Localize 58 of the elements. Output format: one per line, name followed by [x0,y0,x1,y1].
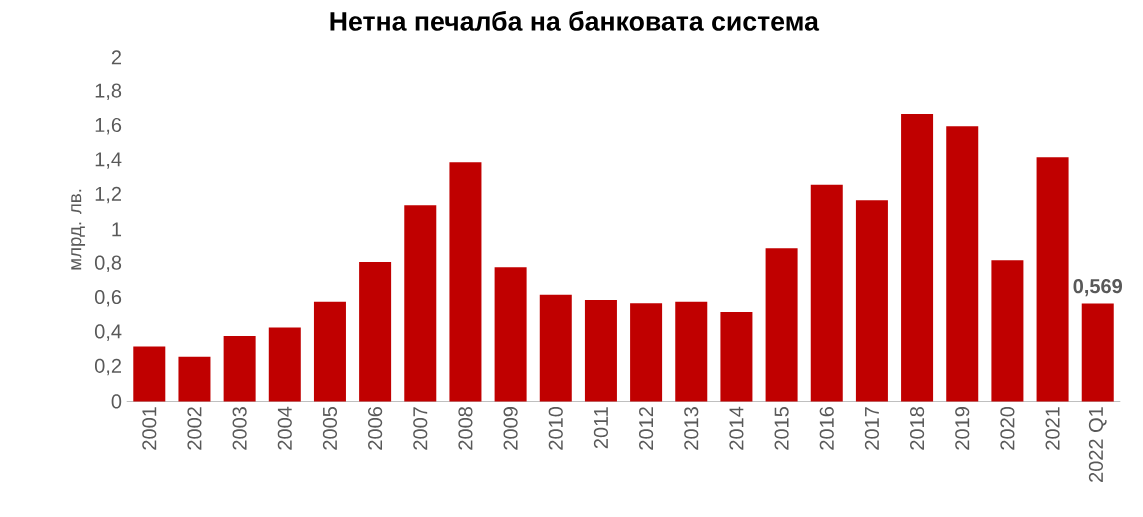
x-tick-label: 2011 [593,406,609,448]
x-tick-label: 2012 [639,406,654,450]
x-tick-label: 2020 [1000,406,1015,450]
bar [539,294,572,402]
bar [133,346,166,402]
x-tick-label: 2019 [955,406,970,450]
y-tick-label: 0,6 [94,289,122,307]
x-tick-label: 2010 [548,406,563,450]
bar [223,335,256,402]
bar [584,299,617,402]
x-tick-label: 2021 [1045,406,1060,450]
x-tick-label: 2018 [910,406,925,450]
bar [313,301,346,402]
bar [765,248,798,402]
x-tick-label: 2005 [322,406,338,450]
x-tick-label: 2013 [684,406,699,450]
x-tick-label: 2009 [503,406,518,450]
x-tick-label: 2003 [232,406,247,450]
chart-title: Нетна печалба на банковата система [330,10,820,31]
y-tick-label: 1,8 [95,83,122,100]
bar [855,199,888,402]
bar [404,205,437,402]
y-tick-label: 0,2 [94,358,121,376]
x-tick-label: 2022 Q1 [1088,406,1107,482]
x-tick-label: 2014 [729,406,744,450]
y-tick-label: 0,8 [94,255,122,272]
x-tick-label: 2006 [368,406,383,450]
y-tick-label: 2 [111,50,121,65]
bar [268,327,301,402]
bar [359,261,392,402]
x-tick-label: 2015 [774,406,789,450]
x-tick-label: 2016 [819,406,834,450]
bar [675,301,708,402]
x-tick-label: 2008 [458,406,473,450]
x-tick-label: 2002 [187,406,202,450]
y-tick-label: 1,2 [95,186,121,204]
y-tick-label: 1,6 [95,117,122,135]
y-axis-title: млрд. лв. [71,189,86,270]
x-tick-label: 2004 [277,406,292,450]
y-tick-label: 1 [112,222,122,237]
y-tick-label: 0 [111,394,122,409]
bar [810,184,843,402]
y-tick-label: 0,4 [94,324,122,341]
bar [1081,303,1114,402]
y-tick-label: 1,4 [95,152,122,169]
bar [630,303,663,402]
bar [178,356,211,402]
bar [494,267,527,402]
x-tick-label: 2001 [142,406,157,450]
bar [901,113,934,402]
bar [946,125,979,402]
x-tick-label: 2007 [413,406,428,450]
bar [991,260,1024,402]
bar [720,311,753,402]
data-label: 0,569 [1073,278,1123,296]
bar [449,162,482,402]
x-tick-label: 2017 [864,406,879,450]
bar [1036,156,1069,402]
